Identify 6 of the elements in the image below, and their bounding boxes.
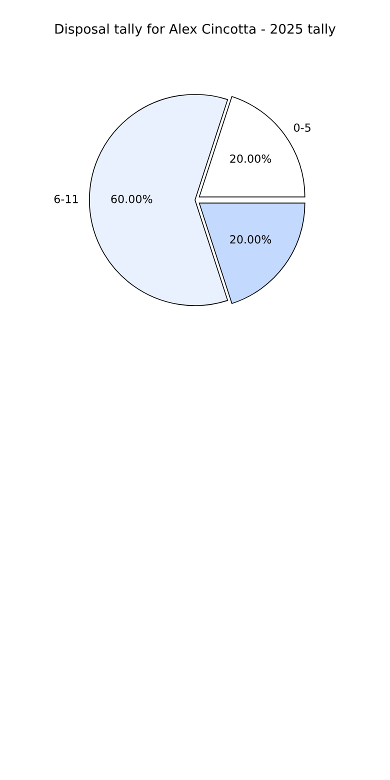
data-label: 20.00% — [230, 154, 272, 163]
slice-label: 0-5 — [294, 123, 310, 132]
data-label: 20.00% — [230, 235, 272, 244]
slice-label: 6-11 — [54, 194, 78, 204]
chart-title: Disposal tally for Alex Cincotta - 2025 tally — [55, 24, 336, 36]
data-label: 60.00% — [111, 194, 152, 204]
